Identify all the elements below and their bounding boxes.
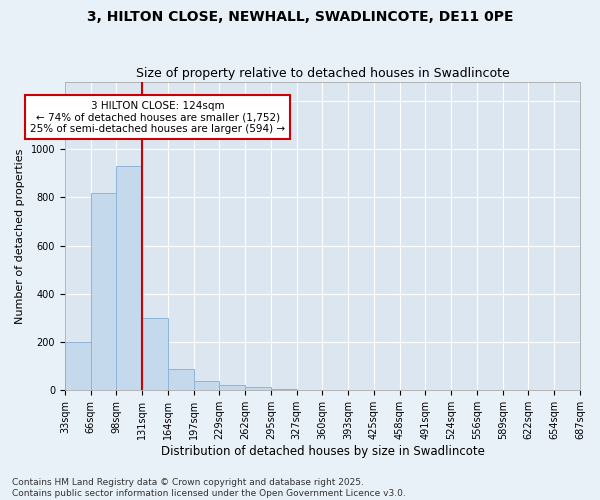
Bar	[91, 192, 116, 390]
Title: Size of property relative to detached houses in Swadlincote: Size of property relative to detached ho…	[136, 66, 509, 80]
Bar	[271, 389, 296, 390]
Y-axis label: Number of detached properties: Number of detached properties	[15, 148, 25, 324]
Text: 3 HILTON CLOSE: 124sqm
← 74% of detached houses are smaller (1,752)
25% of semi-: 3 HILTON CLOSE: 124sqm ← 74% of detached…	[30, 100, 285, 134]
Text: 3, HILTON CLOSE, NEWHALL, SWADLINCOTE, DE11 0PE: 3, HILTON CLOSE, NEWHALL, SWADLINCOTE, D…	[87, 10, 513, 24]
Bar	[194, 380, 220, 390]
Bar	[220, 385, 245, 390]
Bar	[65, 342, 91, 390]
Bar	[245, 388, 271, 390]
Bar	[168, 370, 194, 390]
Bar	[142, 318, 168, 390]
Bar	[116, 166, 142, 390]
X-axis label: Distribution of detached houses by size in Swadlincote: Distribution of detached houses by size …	[161, 444, 484, 458]
Text: Contains HM Land Registry data © Crown copyright and database right 2025.
Contai: Contains HM Land Registry data © Crown c…	[12, 478, 406, 498]
